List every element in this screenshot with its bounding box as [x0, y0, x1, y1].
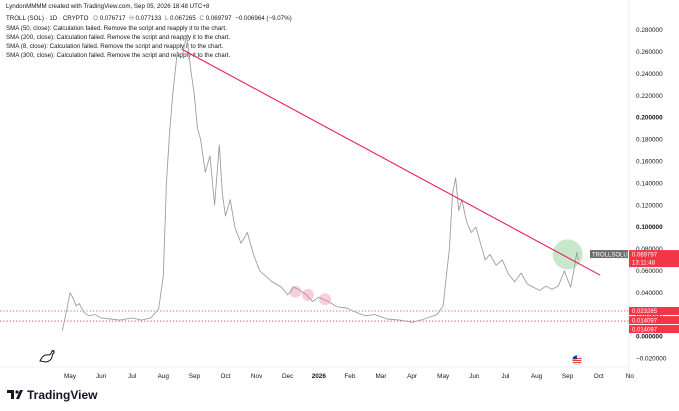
- y-tick-label-11: 0.060000: [636, 268, 663, 275]
- y-tick-label-4: 0.200000: [636, 115, 663, 122]
- x-tick-label-17: Oct: [594, 373, 604, 380]
- author-line: LyndonMMMM created with TradingView.com,…: [6, 3, 210, 10]
- indicator-sma-200[interactable]: SMA (200, close): Calculation failed. Re…: [6, 34, 231, 41]
- price-tag-current-box: [629, 250, 679, 268]
- x-tick-label-4: Sep: [189, 373, 201, 380]
- y-tick-label-2: 0.240000: [636, 71, 663, 78]
- x-tick-label-16: Sep: [562, 373, 574, 380]
- ohlc-o-value: 0.076717: [100, 15, 126, 22]
- ohlc-h-label: H: [129, 15, 133, 22]
- tradingview-logo-icon: [7, 390, 23, 399]
- x-tick-label-1: Jun: [96, 373, 107, 380]
- y-tick-label-5: 0.180000: [636, 137, 663, 144]
- y-tick-label-3: 0.220000: [636, 93, 663, 100]
- x-tick-label-13: Jun: [469, 373, 480, 380]
- ohlc-change: −0.006964 (−9.07%): [235, 15, 291, 22]
- x-tick-label-5: Oct: [221, 373, 231, 380]
- highlight-marker-0: [552, 239, 583, 270]
- symbol-line: TROLL (SOL) · 1D · CRYPTO O 0.076717 H 0…: [6, 15, 292, 22]
- indicator-sma-300[interactable]: SMA (300, close): Calculation failed. Re…: [6, 52, 231, 59]
- ohlc-l-value: 0.067265: [170, 15, 196, 22]
- y-tick-label-0: 0.280000: [636, 27, 663, 34]
- dino-icon: [39, 350, 55, 363]
- tradingview-logo[interactable]: TradingView: [7, 388, 98, 402]
- x-tick-label-18: No: [626, 373, 635, 380]
- x-tick-label-7: Dec: [282, 373, 294, 380]
- indicator-sma-8[interactable]: SMA (8, close): Calculation failed. Remo…: [6, 43, 224, 50]
- ohlc-h-value: 0.077133: [135, 15, 161, 22]
- chart-header: LyndonMMMM created with TradingView.com,…: [6, 3, 292, 59]
- y-tick-label-14: 0.000000: [636, 334, 663, 341]
- price-tag-symbol-box: [590, 250, 628, 259]
- price-tag-countdown: 13:11:48: [632, 261, 656, 267]
- ohlc-l-label: L: [165, 15, 169, 22]
- highlight-marker-2: [301, 288, 314, 301]
- y-tick-label-1: 0.260000: [636, 49, 663, 56]
- x-tick-label-2: Jul: [128, 373, 136, 380]
- x-tick-label-15: Aug: [531, 373, 543, 380]
- highlight-marker-3: [319, 293, 332, 306]
- price-tag-value-1: 0.023285: [632, 309, 658, 315]
- indicator-sma-50[interactable]: SMA (50, close): Calculation failed. Rem…: [6, 25, 227, 32]
- x-axis-ticks[interactable]: May Jun Jul Aug Sep Oct Nov Dec 2026 Feb Mar Apr May…: [64, 373, 634, 380]
- ohlc-c-value: 0.069797: [206, 15, 232, 22]
- highlight-markers: [289, 239, 583, 306]
- y-tick-label-12: 0.040000: [636, 290, 663, 297]
- highlight-marker-1: [289, 285, 302, 298]
- support-lines: [0, 310, 629, 322]
- tradingview-logo-text: TradingView: [27, 388, 98, 402]
- y-axis-ticks[interactable]: 0.280000 0.260000 0.240000 0.220000 0.200000…: [636, 27, 667, 363]
- y-tick-label-6: 0.160000: [636, 159, 663, 166]
- y-tick-label-7: 0.140000: [636, 180, 663, 187]
- price-tag-value-2: 0.014097: [632, 318, 658, 324]
- y-tick-label-13: 0.020000: [636, 312, 663, 319]
- x-tick-label-9: Feb: [344, 373, 355, 380]
- y-tick-label-10: 0.080000: [636, 246, 663, 253]
- symbol-name: TROLL (SOL) · 1D · CRYPTO: [6, 15, 89, 22]
- price-tag-box-1: [629, 307, 679, 316]
- ohlc-o-label: O: [93, 15, 98, 22]
- trend-line[interactable]: [182, 49, 601, 276]
- x-tick-label-3: Aug: [158, 373, 170, 380]
- price-tag-box-2: [629, 316, 679, 325]
- x-tick-label-6: Nov: [251, 373, 263, 380]
- x-tick-label-10: Mar: [375, 373, 387, 380]
- y-tick-label-15: −0.020000: [636, 356, 667, 363]
- ohlc-c-label: C: [200, 15, 205, 22]
- y-tick-label-8: 0.120000: [636, 202, 663, 209]
- x-tick-label-11: Apr: [407, 373, 418, 380]
- price-tag-symbol: TROLLSOLUSD: [592, 252, 637, 258]
- price-series-line: [61, 34, 579, 332]
- x-tick-label-14: Jul: [501, 373, 509, 380]
- x-tick-label-8: 2026: [312, 373, 327, 380]
- us-flag-icon: [572, 355, 582, 365]
- x-tick-label-12: May: [437, 373, 450, 380]
- price-tag-box-3: [629, 325, 679, 334]
- y-tick-label-9: 0.100000: [636, 224, 663, 231]
- price-tag-current-value: 0.069797: [632, 253, 658, 259]
- price-tag-value-3: 0.014097: [632, 327, 658, 333]
- x-tick-label-0: May: [64, 373, 77, 380]
